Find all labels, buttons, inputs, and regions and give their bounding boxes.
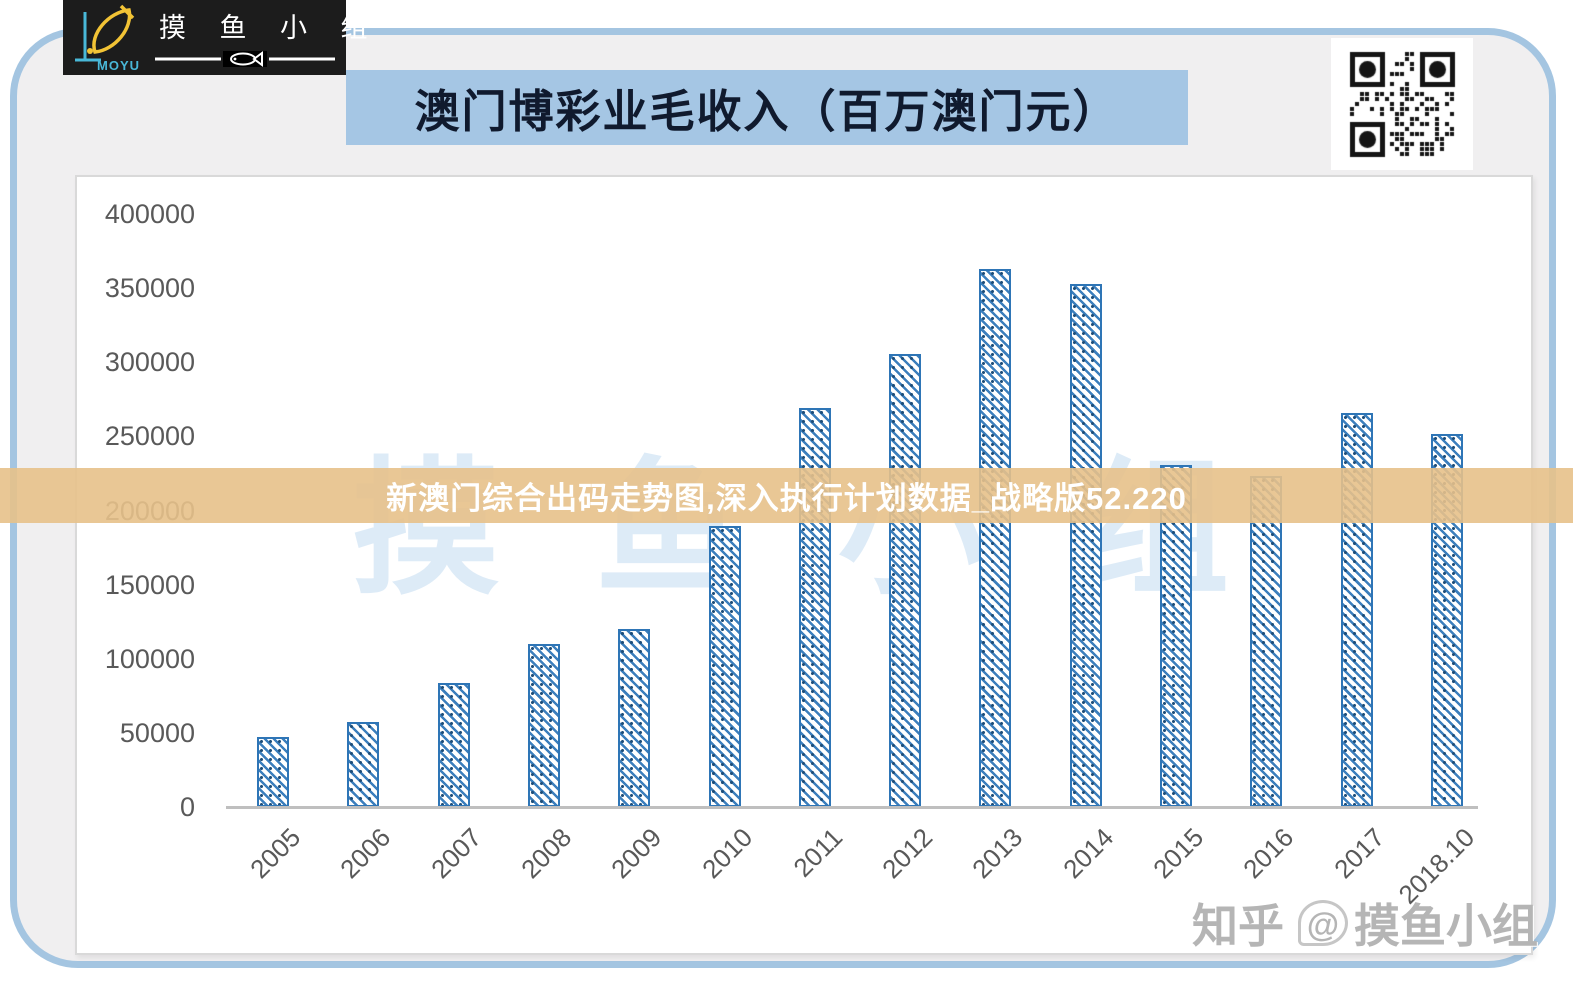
logo-title: 摸 鱼 小 组: [159, 13, 381, 43]
qr-code-box: [1331, 38, 1473, 170]
bar-2016: [1250, 476, 1282, 807]
zhihu-watermark-prefix: 知乎: [1192, 900, 1284, 952]
y-tick-label: 0: [179, 792, 195, 822]
bar-2008: [528, 644, 560, 807]
fish-icon: MOYU: [75, 4, 140, 72]
y-tick-label: 250000: [104, 421, 195, 451]
y-tick-label: 50000: [119, 718, 195, 748]
x-axis-line: [226, 806, 1478, 809]
chart-title-banner: 澳门博彩业毛收入（百万澳门元）: [346, 70, 1188, 145]
overlay-banner-bg: [0, 468, 1573, 523]
bar-2015: [1160, 465, 1192, 807]
bar-2014: [1070, 284, 1102, 807]
bar-2010: [709, 526, 741, 807]
bar-2013: [979, 269, 1011, 807]
bar-2012: [889, 354, 921, 807]
y-tick-label: 100000: [104, 644, 195, 674]
bar-2009: [618, 629, 650, 807]
bar-2006: [347, 722, 379, 807]
moyu-logo: MOYU 摸 鱼 小 组: [63, 0, 381, 75]
zhihu-watermark: 知乎 @ 摸鱼小组: [1192, 890, 1538, 956]
qr-code-icon: [1344, 46, 1460, 162]
fish-divider-icon: [155, 51, 335, 67]
y-tick-label: 300000: [104, 347, 195, 377]
at-bubble-icon: @: [1298, 900, 1348, 946]
zhihu-watermark-suffix: 摸鱼小组: [1354, 900, 1538, 952]
page-title: 澳门博彩业毛收入（百万澳门元）: [414, 86, 1120, 137]
overlay-banner: 新澳门综合出码走势图,深入执行计划数据_战略版52.220: [0, 468, 1573, 523]
bar-2005: [257, 737, 289, 807]
bar-2007: [438, 683, 470, 807]
y-tick-label: 150000: [104, 570, 195, 600]
svg-text:MOYU: MOYU: [97, 58, 140, 72]
y-tick-label: 400000: [104, 199, 195, 229]
overlay-banner-text: 新澳门综合出码走势图,深入执行计划数据_战略版52.220: [386, 481, 1187, 516]
y-tick-label: 350000: [104, 273, 195, 303]
